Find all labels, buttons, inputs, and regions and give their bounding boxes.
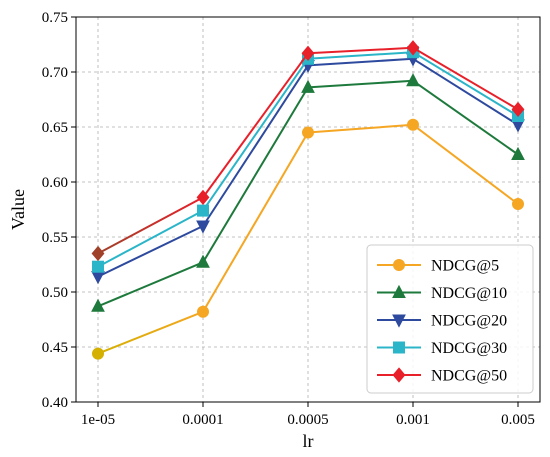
y-tick-label: 0.50 — [42, 285, 68, 301]
legend-entry: NDCG@10 — [377, 284, 507, 302]
y-tick-label: 0.70 — [42, 65, 68, 81]
legend-entry: NDCG@5 — [377, 258, 499, 275]
series-line-segment — [202, 64, 309, 227]
y-tick-label: 0.60 — [42, 175, 68, 191]
series-line-segment — [307, 123, 414, 134]
series-ndcg-50 — [91, 40, 525, 262]
series-line-segment — [307, 79, 414, 89]
legend-label: NDCG@20 — [431, 313, 507, 330]
x-tick-label: 1e-05 — [81, 412, 115, 428]
x-tick-label: 0.0001 — [182, 412, 223, 428]
y-tick-label: 0.40 — [42, 395, 68, 411]
series-line-segment — [97, 310, 204, 355]
data-point — [197, 305, 209, 318]
series-line-segment — [202, 131, 309, 313]
data-point — [92, 347, 104, 360]
y-tick-label: 0.55 — [42, 230, 68, 246]
series-line-segment — [202, 86, 309, 264]
x-tick-label: 0.001 — [396, 412, 430, 428]
data-point — [91, 298, 105, 312]
data-point — [197, 204, 209, 217]
legend-marker — [393, 341, 405, 354]
series-line-segment — [412, 46, 519, 111]
series-line-segment — [97, 225, 204, 278]
y-tick-label: 0.65 — [42, 120, 68, 136]
series-line-segment — [412, 57, 519, 126]
x-tick-label: 0.005 — [501, 412, 535, 428]
data-point — [92, 260, 104, 273]
legend-entry: NDCG@30 — [377, 340, 507, 357]
x-tick-label: 0.0005 — [287, 412, 328, 428]
series-line-segment — [202, 57, 309, 212]
data-point — [512, 198, 524, 210]
series-line-segment — [202, 52, 309, 199]
y-axis: 0.40 0.45 0.50 0.55 0.60 0.65 0.70 0.75 — [42, 10, 76, 411]
legend: NDCG@5 NDCG@10 NDCG@20 NDCG@30 NDCG@50 — [366, 244, 534, 394]
series-line-segment — [412, 123, 519, 205]
data-point — [511, 101, 525, 118]
series-line-segment — [307, 51, 414, 60]
legend-label: NDCG@30 — [431, 340, 507, 357]
series-line-segment — [412, 51, 519, 117]
y-tick-label: 0.75 — [42, 10, 68, 26]
series-line-segment — [412, 79, 519, 156]
legend-entry: NDCG@20 — [377, 313, 507, 330]
legend-label: NDCG@5 — [431, 258, 499, 275]
legend-label: NDCG@50 — [431, 368, 507, 385]
data-point — [302, 126, 314, 139]
y-tick-label: 0.45 — [42, 340, 68, 356]
data-point — [511, 146, 525, 160]
series-line-segment — [97, 209, 204, 268]
data-point — [407, 118, 419, 131]
series-ndcg-5 — [92, 118, 524, 360]
legend-marker — [392, 314, 406, 328]
series-line-segment — [307, 46, 414, 55]
data-point — [196, 220, 210, 234]
series-layer — [91, 40, 525, 360]
series-line-segment — [97, 196, 204, 255]
x-axis: 1e-05 0.0001 0.0005 0.001 0.005 — [81, 402, 535, 428]
data-point — [301, 45, 315, 61]
data-point — [406, 73, 420, 87]
series-line-segment — [97, 261, 204, 308]
legend-box — [366, 244, 534, 394]
data-point — [406, 40, 420, 56]
legend-marker — [392, 284, 406, 298]
series-ndcg-10 — [91, 73, 525, 312]
series-line-segment — [307, 57, 414, 67]
data-point — [91, 271, 105, 285]
data-point — [196, 254, 210, 268]
legend-label: NDCG@10 — [431, 285, 507, 302]
legend-marker — [393, 259, 405, 271]
data-point — [196, 189, 210, 206]
legend-marker — [392, 367, 406, 383]
y-axis-label: Value — [8, 189, 28, 230]
x-axis-label: lr — [303, 431, 314, 451]
data-point — [301, 79, 315, 93]
data-point — [91, 245, 105, 262]
legend-entry: NDCG@50 — [377, 367, 507, 385]
